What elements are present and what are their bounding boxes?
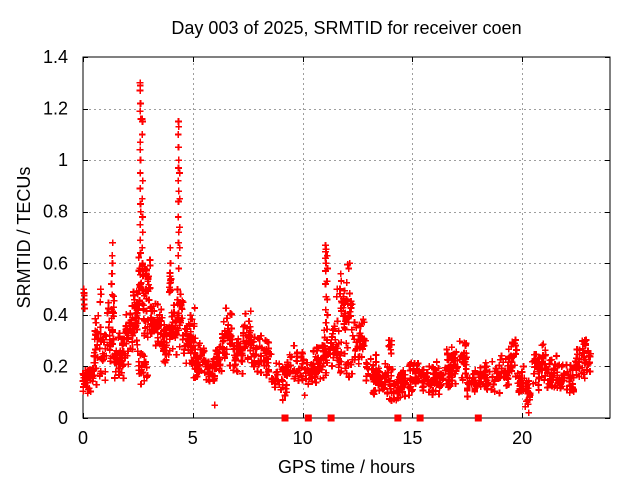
chart-title: Day 003 of 2025, SRMTID for receiver coe…: [171, 18, 521, 38]
baseline-flag-squares: [281, 414, 482, 422]
tick-labels: 0 5 10 15 20 0 0.2 0.4 0.6 0.8 1 1.2 1.4: [43, 47, 532, 448]
x-tick-label: 0: [78, 428, 88, 448]
flag-square-marker: [394, 414, 402, 422]
y-tick-label: 0.4: [43, 305, 68, 325]
x-tick-label: 10: [293, 428, 313, 448]
y-tick-label: 0.8: [43, 202, 68, 222]
y-tick-label: 1.4: [43, 47, 68, 67]
x-axis-label: GPS time / hours: [278, 457, 415, 477]
flag-square-marker: [474, 414, 482, 422]
flag-square-marker: [304, 414, 312, 422]
x-tick-label: 15: [402, 428, 422, 448]
flag-square-marker: [327, 414, 335, 422]
x-tick-label: 20: [512, 428, 532, 448]
y-tick-label: 1: [58, 150, 68, 170]
y-tick-label: 0: [58, 408, 68, 428]
x-tick-label: 5: [188, 428, 198, 448]
flag-square-marker: [281, 414, 289, 422]
srmtid-data-points: [79, 79, 594, 417]
y-axis-label: SRMTID / TECUs: [14, 167, 34, 309]
y-tick-label: 0.2: [43, 356, 68, 376]
flag-square-marker: [416, 414, 424, 422]
plot-border: [82, 56, 611, 419]
y-tick-label: 1.2: [43, 99, 68, 119]
y-tick-label: 0.6: [43, 253, 68, 273]
